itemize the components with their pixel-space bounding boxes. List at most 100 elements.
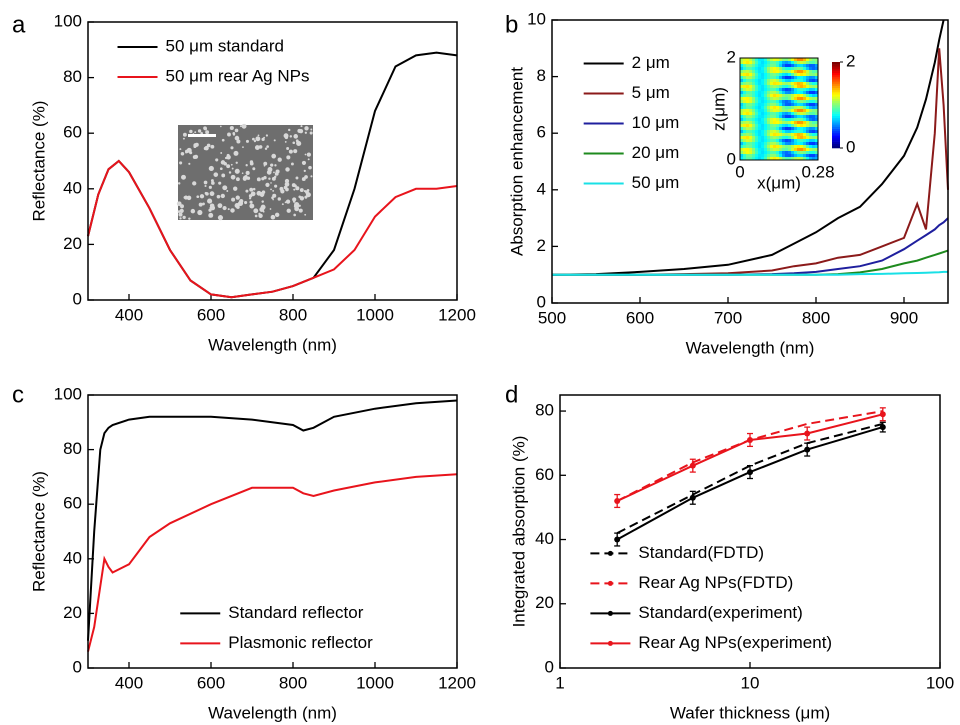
heatmap-cell xyxy=(767,130,771,134)
heatmap-cell xyxy=(749,130,753,134)
heatmap-cell xyxy=(776,145,780,149)
heatmap-cell xyxy=(752,139,756,143)
colorbar-cell xyxy=(832,92,840,95)
heatmap-cell xyxy=(776,85,780,89)
heatmap-cell xyxy=(782,148,786,152)
sem-particle xyxy=(293,188,296,191)
heatmap-cell xyxy=(782,58,786,62)
sem-particle xyxy=(180,152,185,156)
heatmap-cell xyxy=(773,109,777,113)
heatmap-cell xyxy=(815,76,819,80)
heatmap-cell xyxy=(809,82,813,86)
heatmap-cell xyxy=(782,130,786,134)
heatmap-cell xyxy=(782,97,786,101)
x-axis-title: Wavelength (nm) xyxy=(686,338,815,357)
heatmap-cell xyxy=(806,124,810,128)
heatmap-cell xyxy=(764,115,768,119)
heatmap-cell xyxy=(800,124,804,128)
heatmap-cell xyxy=(800,142,804,146)
heatmap-cell xyxy=(755,67,759,71)
heatmap-cell xyxy=(803,67,807,71)
heatmap-cell xyxy=(752,112,756,116)
sem-particle xyxy=(300,125,303,128)
heatmap-cell xyxy=(761,130,765,134)
heatmap-cell xyxy=(758,61,762,65)
colorbar-cell xyxy=(832,74,840,78)
heatmap-cell xyxy=(800,109,804,113)
heatmap-cell xyxy=(794,106,798,110)
heatmap-cell xyxy=(794,130,798,134)
heatmap-cell xyxy=(749,70,753,74)
heatmap-cell xyxy=(791,127,795,131)
heatmap-cell xyxy=(758,130,762,134)
colorbar-cell xyxy=(832,137,840,140)
sem-particle xyxy=(244,174,248,179)
heatmap-cell xyxy=(746,130,750,134)
sem-particle xyxy=(244,200,248,205)
heatmap-cell xyxy=(764,70,768,74)
heatmap-cell xyxy=(800,139,804,143)
heatmap-cell xyxy=(809,64,813,68)
series-line xyxy=(552,270,948,276)
heatmap-cell xyxy=(740,139,744,143)
sem-particle xyxy=(307,158,310,161)
heatmap-cell xyxy=(773,58,777,62)
heatmap-cell xyxy=(743,79,747,83)
heatmap-cell xyxy=(785,136,789,140)
heatmap-cell xyxy=(764,139,768,143)
sem-particle xyxy=(253,139,257,143)
heatmap-cell xyxy=(806,97,810,101)
sem-particle xyxy=(254,214,258,218)
sem-particle xyxy=(261,195,263,198)
heatmap-cell xyxy=(773,148,777,152)
heatmap-cell xyxy=(815,64,819,68)
heatmap-cell xyxy=(791,115,795,119)
heatmap-cell xyxy=(815,142,819,146)
heatmap-cell xyxy=(779,121,783,125)
heatmap-cell xyxy=(791,109,795,113)
sem-image xyxy=(178,125,313,220)
heatmap-cell xyxy=(761,58,765,62)
heatmap-cell xyxy=(776,130,780,134)
heatmap-cell xyxy=(800,115,804,119)
heatmap-cell xyxy=(800,67,804,71)
heatmap-cell xyxy=(749,67,753,71)
heatmap-cell xyxy=(815,85,819,89)
heatmap-cell xyxy=(752,124,756,128)
heatmap-cell xyxy=(794,67,798,71)
heatmap-cell xyxy=(791,61,795,65)
heatmap-cell xyxy=(815,91,819,95)
heatmap-cell xyxy=(791,88,795,92)
x-tick-label: 1 xyxy=(555,673,564,692)
heatmap-cell xyxy=(758,133,762,137)
heatmap-cell xyxy=(764,91,768,95)
heatmap-cell xyxy=(788,106,792,110)
heatmap-cell xyxy=(785,97,789,101)
heatmap-cell xyxy=(812,118,816,122)
heatmap-cell xyxy=(809,139,813,143)
heatmap-cell xyxy=(800,127,804,131)
heatmap-cell xyxy=(779,103,783,107)
heatmap-cell xyxy=(803,136,807,140)
heatmap-cell xyxy=(755,154,759,158)
heatmap-cell xyxy=(815,154,819,158)
heatmap-cell xyxy=(809,109,813,113)
heatmap-cell xyxy=(812,109,816,113)
marker xyxy=(747,436,753,443)
heatmap-cell xyxy=(791,82,795,86)
colorbar-cell xyxy=(832,145,840,149)
heatmap-cell xyxy=(812,130,816,134)
heatmap-cell xyxy=(767,154,771,158)
marker xyxy=(614,497,621,504)
heatmap-cell xyxy=(800,70,804,74)
heatmap-cell xyxy=(785,133,789,137)
sem-particle xyxy=(284,141,287,143)
heatmap-cell xyxy=(743,103,747,107)
heatmap-cell xyxy=(770,145,774,149)
heatmap-cell xyxy=(740,73,744,77)
heatmap-cell xyxy=(770,157,774,161)
sem-particle xyxy=(289,135,293,138)
heatmap-cell xyxy=(752,64,756,68)
heatmap-cell xyxy=(767,112,771,116)
heatmap-cell xyxy=(740,130,744,134)
